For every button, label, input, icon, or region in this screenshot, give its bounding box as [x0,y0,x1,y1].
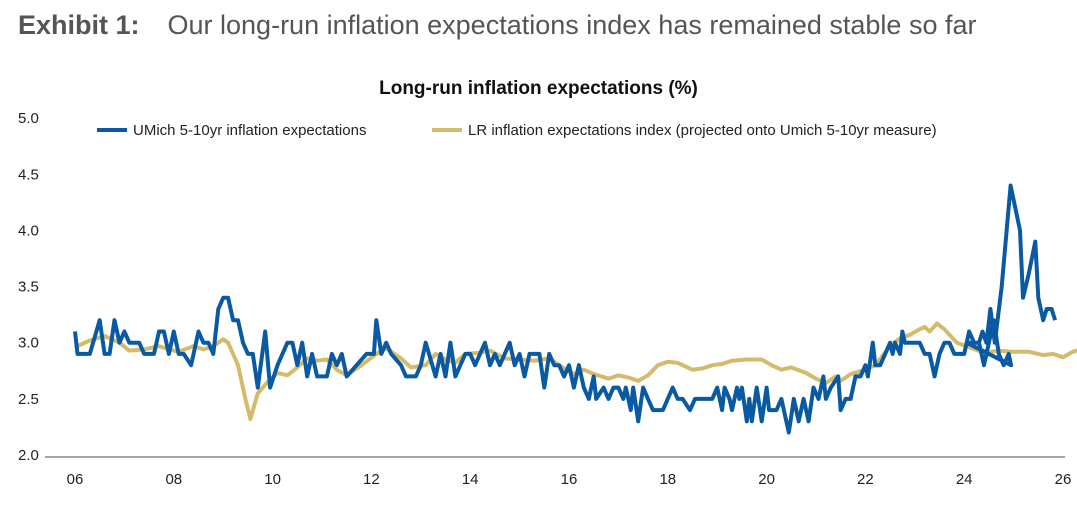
x-tick-label: 10 [264,471,281,488]
x-tick-label: 26 [1055,471,1072,488]
x-tick-label: 22 [857,471,874,488]
y-tick-label: 3.0 [18,335,39,352]
y-tick-label: 4.5 [18,166,39,183]
x-tick-label: 24 [956,471,973,488]
exhibit-label: Exhibit 1: [18,10,140,40]
x-tick-label: 08 [165,471,182,488]
series-line-0 [73,183,1058,435]
exhibit-header: Exhibit 1: Our long-run inflation expecta… [18,10,976,41]
x-tick-label: 12 [363,471,380,488]
y-tick-label: 5.0 [18,110,39,127]
x-tick-label: 16 [561,471,578,488]
x-tick-label: 18 [659,471,676,488]
series-line-1 [74,321,1077,422]
legend-label-0: UMich 5-10yr inflation expectations [133,122,366,139]
exhibit-subtitle: Our long-run inflation expectations inde… [167,10,977,40]
legend-label-1: LR inflation expectations index (project… [468,122,937,139]
x-tick-label: 14 [462,471,479,488]
x-tick-label: 20 [758,471,775,488]
y-tick-label: 2.0 [18,447,39,464]
y-tick-label: 4.0 [18,222,39,239]
x-tick-label: 06 [67,471,84,488]
y-tick-label: 2.5 [18,391,39,408]
chart-title: Long-run inflation expectations (%) [379,78,698,99]
y-tick-label: 3.5 [18,279,39,296]
